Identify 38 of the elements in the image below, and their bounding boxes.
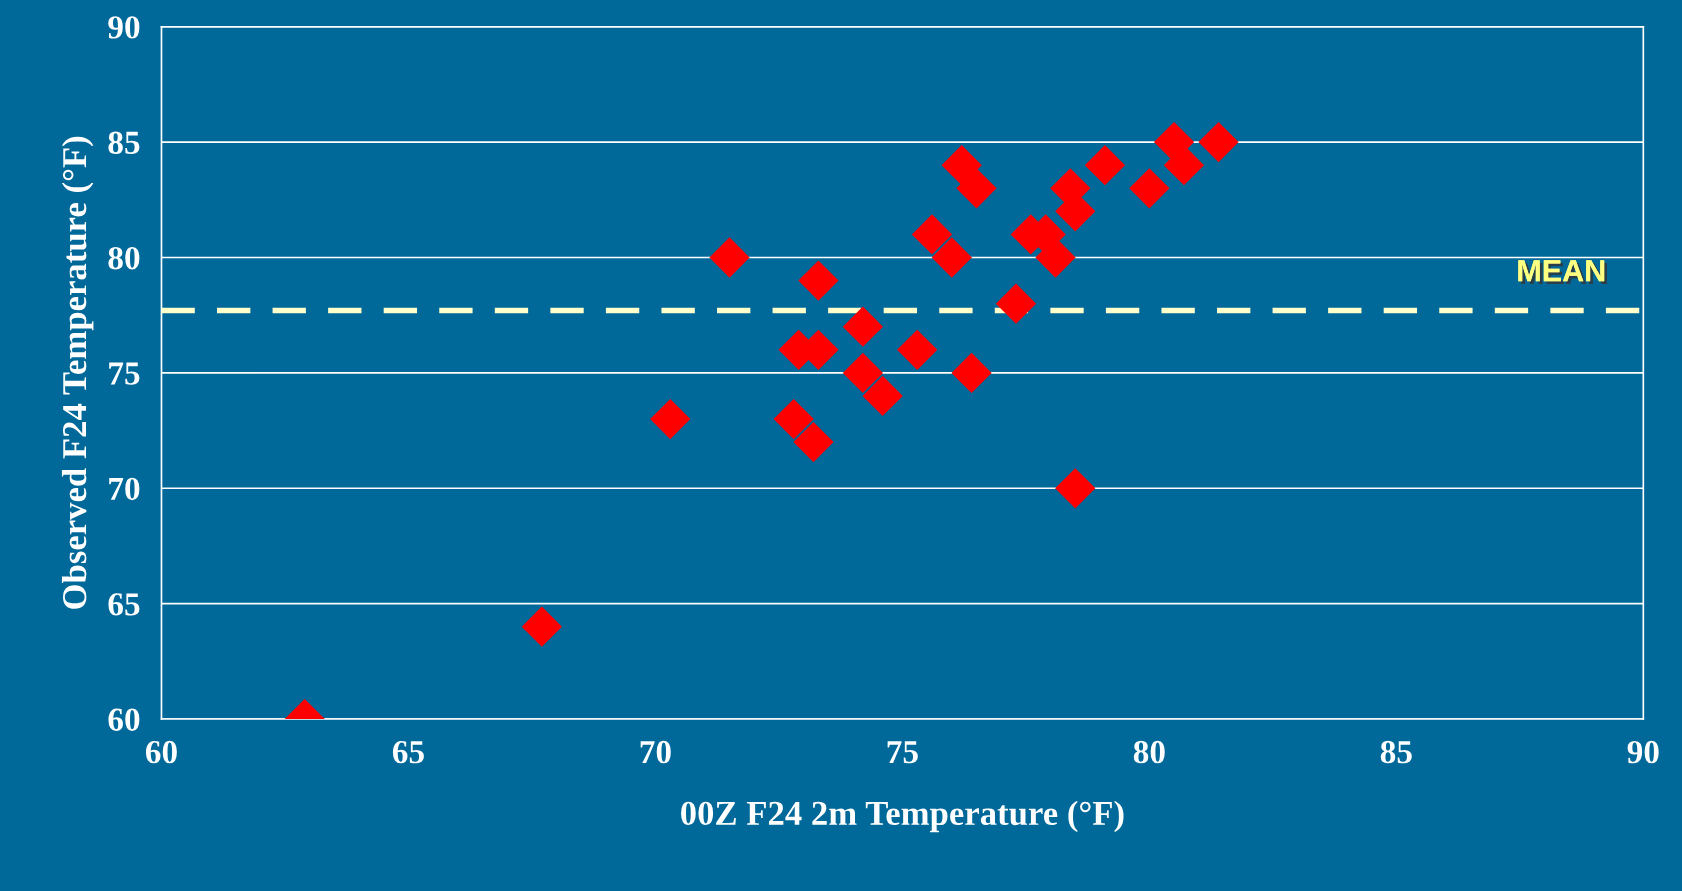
point [773,398,814,440]
x-axis-title: 00Z F24 2m Temperature (°F) [681,800,1124,833]
point [862,375,903,417]
point [1129,168,1170,209]
point [709,237,750,278]
point [1163,145,1205,186]
x-tick-label: 65 [392,740,424,764]
x-tick-label: 90 [1627,740,1659,764]
y-tick-label: 60 [108,708,140,731]
point [956,168,997,209]
y-tick-label: 75 [109,362,140,385]
point [521,606,562,647]
y-tick-label: 70 [109,477,140,501]
point [941,145,982,186]
point [1084,145,1126,186]
point [842,306,883,347]
ref-line-label: MEAN [1518,260,1607,284]
point [897,329,938,370]
point [995,283,1037,324]
y-axis-title: Observed F24 Temperature (°F) [61,136,94,609]
point [1198,121,1239,163]
y-tick-label: 90 [108,16,140,39]
y-tick-label: 65 [108,593,140,616]
x-tick-label: 75 [887,741,918,764]
point [951,352,992,394]
point [842,352,883,394]
point [650,398,691,440]
point [931,237,972,278]
x-tick-label: 85 [1380,740,1412,764]
y-tick-label: 80 [108,246,140,270]
point [911,214,953,255]
x-tick-label: 70 [640,740,671,764]
point [793,421,834,463]
point [1055,468,1096,509]
y-tick-label: 85 [108,131,140,155]
point [798,260,839,301]
x-tick-label: 80 [1133,740,1165,764]
x-tick-label: 60 [145,740,177,764]
